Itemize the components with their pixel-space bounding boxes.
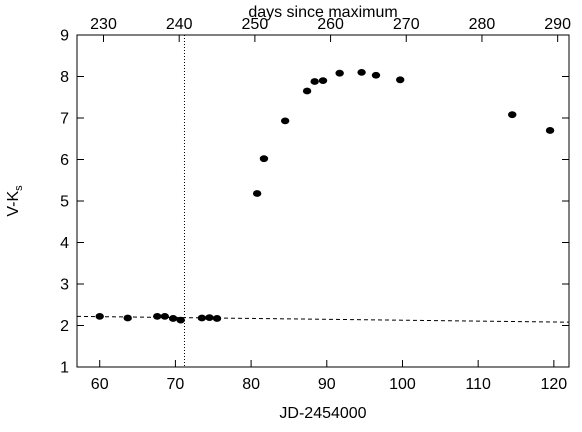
x-tick-label: 120 bbox=[541, 376, 568, 393]
data-point bbox=[212, 315, 222, 322]
y-axis-title-subscript: s bbox=[13, 185, 25, 191]
data-point bbox=[168, 315, 178, 322]
y-tick-label: 3 bbox=[60, 277, 69, 294]
data-point bbox=[310, 78, 319, 85]
y-tick-label: 2 bbox=[60, 318, 69, 335]
y-tick-label: 9 bbox=[60, 28, 69, 45]
data-point bbox=[123, 314, 132, 322]
top-tick-label: 250 bbox=[242, 16, 269, 33]
data-point bbox=[252, 190, 262, 197]
data-point bbox=[357, 68, 366, 76]
top-tick-label: 270 bbox=[393, 16, 420, 33]
tick-labels: 60 70 80 90 100 110 120 1 2 3 4 5 6 7 8 9 230 240 250 260 27… bbox=[60, 16, 571, 393]
data-point bbox=[545, 127, 555, 134]
trend-line bbox=[76, 315, 570, 323]
data-point bbox=[280, 117, 290, 125]
x-tick-label: 70 bbox=[167, 376, 185, 393]
data-point bbox=[176, 316, 185, 324]
y-tick-label: 5 bbox=[60, 194, 69, 211]
data-point bbox=[197, 314, 207, 322]
data-point bbox=[160, 312, 170, 320]
data-point bbox=[153, 312, 162, 320]
top-tick-label: 290 bbox=[544, 16, 571, 33]
data-point bbox=[259, 155, 269, 163]
y-axis-title: V-Ks bbox=[5, 185, 25, 217]
y-tick-label: 1 bbox=[60, 360, 69, 377]
axis-ticks bbox=[77, 34, 569, 368]
reference-lines bbox=[76, 35, 570, 367]
y-tick-label: 4 bbox=[60, 235, 69, 252]
top-tick-label: 280 bbox=[469, 16, 496, 33]
x-tick-label: 80 bbox=[242, 376, 260, 393]
top-tick-label: 260 bbox=[317, 16, 344, 33]
data-point bbox=[335, 69, 344, 77]
top-tick-label: 240 bbox=[166, 16, 193, 33]
data-point bbox=[302, 87, 312, 95]
data-point bbox=[95, 312, 104, 320]
x-tick-label: 90 bbox=[318, 376, 336, 393]
data-point bbox=[318, 77, 328, 85]
x-axis-title: JD-2454000 bbox=[279, 405, 366, 422]
data-point bbox=[205, 314, 214, 322]
y-tick-label: 8 bbox=[60, 69, 69, 86]
y-tick-label: 7 bbox=[60, 111, 69, 128]
top-tick-label: 230 bbox=[90, 16, 117, 33]
data-point bbox=[371, 71, 381, 79]
x-tick-label: 110 bbox=[465, 376, 491, 393]
data-point bbox=[396, 76, 405, 84]
x-tick-label: 60 bbox=[91, 376, 109, 393]
x-tick-label: 100 bbox=[389, 376, 416, 393]
data-point bbox=[508, 111, 517, 119]
y-tick-label: 6 bbox=[60, 152, 69, 169]
top-axis-title: days since maximum bbox=[248, 4, 397, 21]
y-axis-title-main: V-K bbox=[5, 191, 22, 217]
data-points bbox=[95, 68, 555, 324]
